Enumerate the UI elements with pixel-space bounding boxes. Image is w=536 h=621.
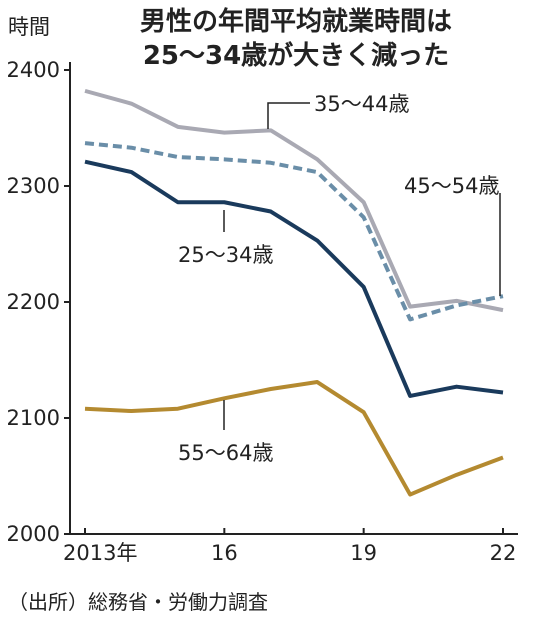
chart-title-line-2: 25〜34歳が大きく減った xyxy=(143,40,449,71)
y-ticks: 2000 2100 2200 2300 2400 xyxy=(7,58,70,546)
y-tick-label: 2200 xyxy=(7,290,60,314)
series-line-1 xyxy=(84,141,504,322)
series-line-3 xyxy=(84,380,504,497)
y-tick-label: 2300 xyxy=(7,174,60,198)
source-note: （出所）総務省・労働力調査 xyxy=(8,590,268,614)
x-tick-label: 22 xyxy=(490,541,517,565)
x-tick-label: 19 xyxy=(350,541,377,565)
chart-title-line-1: 男性の年間平均就業時間は xyxy=(140,6,452,37)
series-label-45-54: 45〜54歳 xyxy=(404,174,501,296)
y-axis-label: 時間 xyxy=(8,15,50,39)
series-label-35-44: 35〜44歳 xyxy=(267,92,409,129)
leader-line-35-44 xyxy=(267,102,310,129)
label-45-54: 45〜54歳 xyxy=(404,174,499,198)
series-lines xyxy=(84,88,504,497)
label-35-44: 35〜44歳 xyxy=(314,92,409,116)
x-tick-label: 2013年 xyxy=(63,541,137,565)
series-label-55-64: 55〜64歳 xyxy=(178,400,273,465)
x-ticks: 2013年 16 19 22 xyxy=(63,528,516,565)
y-tick-label: 2400 xyxy=(7,58,60,82)
label-25-34: 25〜34歳 xyxy=(178,243,273,267)
series-line-0 xyxy=(84,88,504,313)
label-55-64: 55〜64歳 xyxy=(178,441,273,465)
series-line-2 xyxy=(84,159,504,398)
y-tick-label: 2100 xyxy=(7,406,60,430)
y-tick-label: 2000 xyxy=(7,522,60,546)
series-label-25-34: 25〜34歳 xyxy=(178,210,273,267)
x-tick-label: 16 xyxy=(211,541,238,565)
